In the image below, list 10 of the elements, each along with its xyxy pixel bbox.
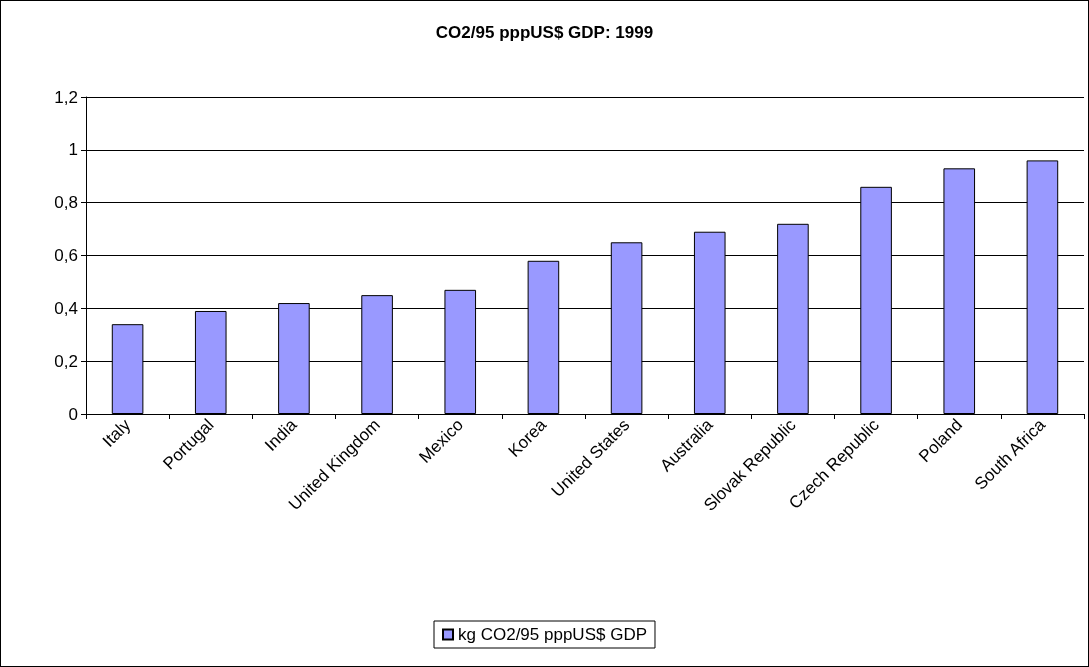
legend-label: kg CO2/95 pppUS$ GDP [458, 625, 647, 644]
chart-title: CO2/95 pppUS$ GDP: 1999 [435, 23, 654, 42]
y-tick-label: 1,2 [54, 87, 78, 107]
x-tick-label: Italy [98, 414, 135, 451]
y-tick-label: 1 [68, 140, 78, 160]
y-tick-label: 0,4 [54, 298, 78, 318]
y-tick-label: 0,6 [54, 246, 78, 265]
y-tick-label: 0,2 [54, 351, 78, 371]
y-tick-label: 0,8 [54, 193, 78, 213]
y-tick-label: 0 [68, 404, 78, 424]
